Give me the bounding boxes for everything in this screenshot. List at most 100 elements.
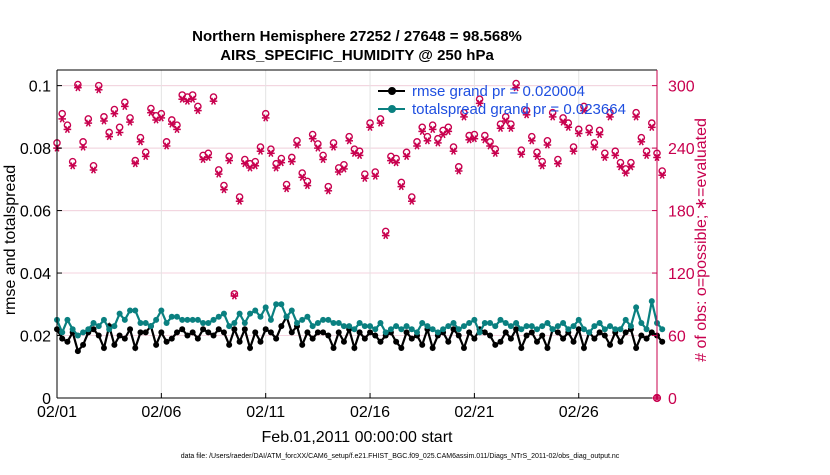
point-totalspread <box>184 316 191 323</box>
point-rmse <box>460 345 467 352</box>
asterisk-stroke <box>602 153 608 162</box>
point-totalspread <box>580 326 587 333</box>
point-obs_possible <box>611 147 620 156</box>
point-obs_evaluated <box>293 141 301 149</box>
point-totalspread <box>387 326 394 333</box>
point-obs_evaluated <box>371 172 380 180</box>
point-totalspread <box>309 323 316 330</box>
asterisk-stroke <box>278 159 284 167</box>
point-obs_evaluated <box>152 116 160 124</box>
point-obs_evaluated <box>230 292 239 300</box>
point-obs_possible <box>381 227 390 236</box>
point-rmse <box>320 329 327 336</box>
point-obs_evaluated <box>241 160 249 168</box>
point-obs_evaluated <box>569 147 578 155</box>
point-obs_possible <box>319 151 327 160</box>
asterisk-stroke <box>190 95 196 103</box>
asterisk-stroke <box>90 166 97 174</box>
point-rmse <box>367 329 374 336</box>
point-totalspread <box>429 326 436 333</box>
asterisk-stroke <box>117 128 123 137</box>
asterisk-stroke <box>59 115 65 123</box>
point-totalspread <box>403 323 410 330</box>
asterisk-stroke <box>628 163 634 171</box>
point-rmse <box>596 329 603 336</box>
point-rmse <box>528 329 535 336</box>
point-rmse <box>299 341 306 348</box>
point-obs_evaluated <box>79 143 87 151</box>
point-totalspread <box>450 320 457 327</box>
point-rmse <box>189 329 196 336</box>
asterisk-stroke <box>372 172 378 180</box>
point-rmse <box>580 345 587 352</box>
point-obs_evaluated <box>585 128 594 137</box>
point-rmse <box>304 329 311 336</box>
point-totalspread <box>570 323 577 330</box>
point-obs_evaluated <box>74 84 82 92</box>
point-obs_evaluated <box>303 181 312 190</box>
point-obs_evaluated <box>517 150 526 158</box>
point-totalspread <box>648 298 655 305</box>
point-obs_possible <box>79 138 87 146</box>
point-rmse <box>544 345 551 352</box>
point-obs_evaluated <box>637 138 646 146</box>
point-obs_evaluated <box>465 136 474 144</box>
asterisk-stroke <box>456 167 462 175</box>
point-rmse <box>351 345 358 352</box>
point-obs_evaluated <box>246 164 254 172</box>
point-obs_possible <box>298 169 307 177</box>
point-totalspread <box>85 326 92 333</box>
point-totalspread <box>424 323 431 330</box>
point-rmse <box>184 332 191 339</box>
point-obs_evaluated <box>559 118 567 126</box>
point-totalspread <box>267 316 274 323</box>
point-obs_evaluated <box>580 106 588 115</box>
point-rmse <box>262 326 269 333</box>
asterisk-stroke <box>315 144 321 152</box>
point-totalspread <box>121 316 128 323</box>
point-obs_evaluated <box>574 129 583 138</box>
point-obs_evaluated <box>418 127 427 136</box>
point-rmse <box>607 341 614 348</box>
point-rmse <box>481 329 488 336</box>
chart-title-line2: AIRS_SPECIFIC_HUMIDITY @ 250 hPa <box>220 47 494 64</box>
asterisk-stroke <box>111 110 117 118</box>
point-totalspread <box>335 320 342 327</box>
point-rmse <box>361 335 368 342</box>
point-rmse <box>174 329 180 336</box>
point-obs_evaluated <box>527 137 536 145</box>
asterisk-stroke <box>158 114 164 122</box>
point-rmse <box>241 326 248 333</box>
asterisk-stroke <box>132 160 138 168</box>
asterisk-stroke <box>70 162 76 170</box>
point-obs_evaluated <box>428 125 437 134</box>
point-obs_possible <box>214 166 223 174</box>
point-obs_possible <box>407 193 416 201</box>
asterisk-stroke <box>122 102 128 111</box>
point-obs_possible <box>220 181 228 190</box>
point-rmse <box>633 345 640 352</box>
asterisk-stroke <box>330 143 337 151</box>
point-rmse <box>64 338 71 345</box>
point-totalspread <box>372 326 379 333</box>
point-totalspread <box>627 323 634 330</box>
point-obs_evaluated <box>554 160 562 168</box>
point-obs_evaluated <box>413 142 421 150</box>
point-obs_possible <box>121 98 129 107</box>
x-axis-label: Feb.01,2011 00:00:00 start <box>262 429 454 446</box>
point-rmse <box>492 341 499 348</box>
y-axis-label-right: # of obs: o=possible; ∗=evaluated <box>693 118 710 362</box>
point-rmse <box>231 326 238 333</box>
point-totalspread <box>560 320 567 327</box>
legend-marker-spread <box>388 105 396 113</box>
point-obs_evaluated <box>397 182 406 191</box>
point-totalspread <box>69 326 76 333</box>
point-obs_possible <box>376 115 385 123</box>
point-totalspread <box>481 320 488 327</box>
asterisk-stroke <box>581 106 587 115</box>
asterisk-stroke <box>320 155 326 164</box>
point-obs_evaluated <box>157 114 166 122</box>
asterisk-stroke <box>487 142 493 150</box>
point-obs_evaluated <box>89 166 98 174</box>
point-obs_evaluated <box>314 144 322 152</box>
